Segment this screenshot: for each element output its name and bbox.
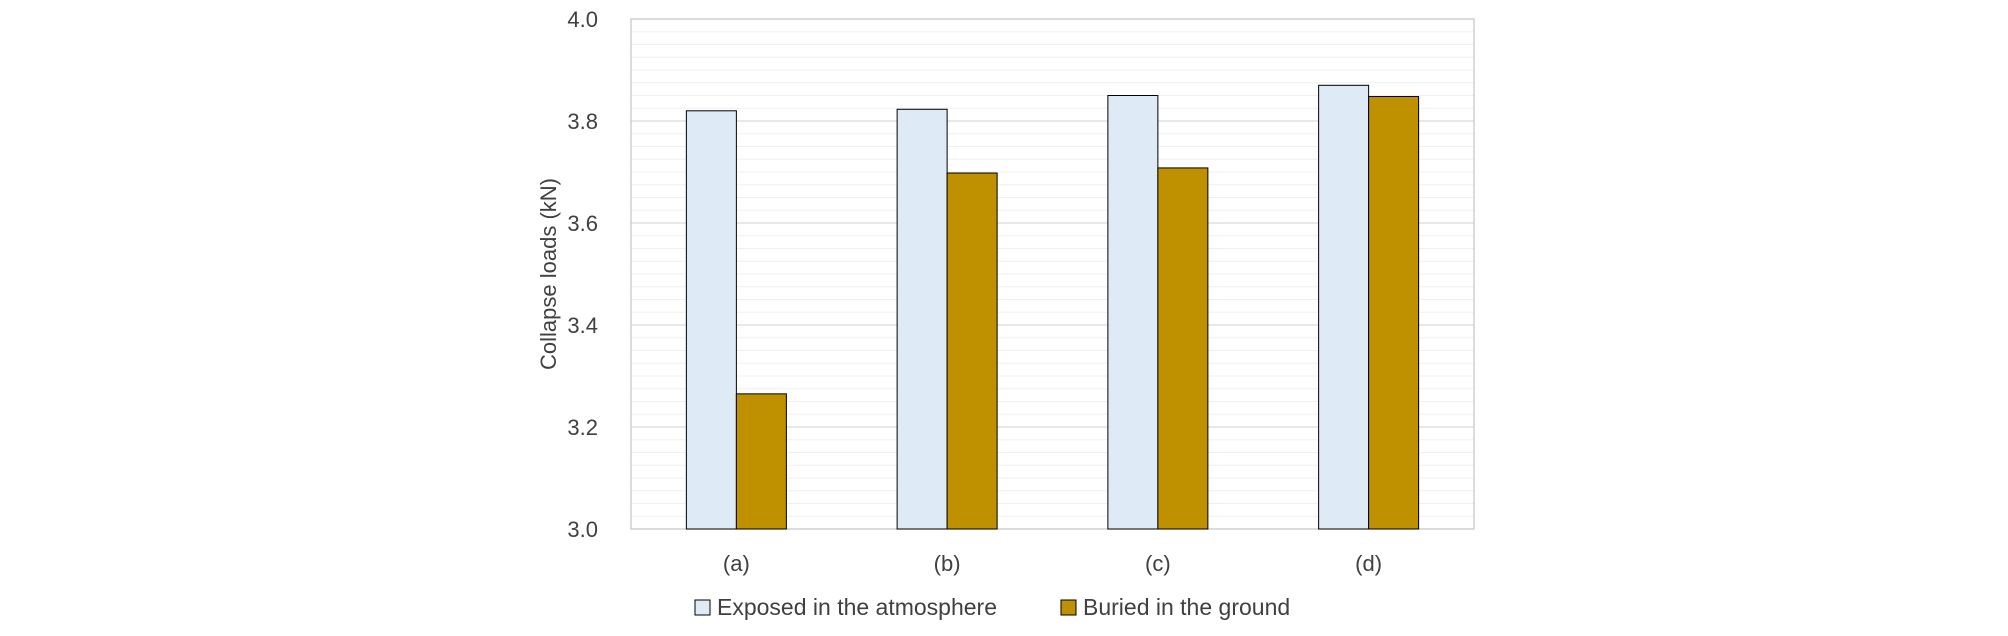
y-axis-ticks: 3.0 3.2 3.4 3.6 3.8 4.0 — [567, 7, 598, 542]
y-tick-label: 3.6 — [567, 211, 598, 236]
plot-area-border — [630, 18, 1475, 530]
bar-exposed-a — [685, 110, 737, 530]
bar-exposed-c — [1107, 95, 1159, 530]
y-axis-title: Collapse loads (kN) — [536, 178, 561, 370]
bar-buried-c — [1157, 167, 1209, 530]
x-tick-label: (a) — [723, 551, 750, 576]
y-tick-label: 3.4 — [567, 313, 598, 338]
bar-exposed-d — [1318, 84, 1370, 530]
legend-label: Buried in the ground — [1083, 594, 1290, 620]
y-tick-label: 3.0 — [567, 517, 598, 542]
x-tick-label: (b) — [934, 551, 961, 576]
legend: Exposed in the atmosphere Buried in the g… — [694, 594, 1290, 620]
bar-exposed-b — [896, 108, 948, 530]
legend-swatch — [1060, 599, 1077, 616]
legend-label: Exposed in the atmosphere — [717, 594, 997, 620]
y-tick-label: 3.8 — [567, 109, 598, 134]
y-tick-label: 3.2 — [567, 415, 598, 440]
bars — [685, 84, 1420, 530]
bar-buried-b — [946, 172, 998, 530]
x-tick-label: (d) — [1355, 551, 1382, 576]
bar-buried-a — [735, 393, 787, 530]
bar-buried-d — [1368, 96, 1420, 530]
y-tick-label: 4.0 — [567, 7, 598, 32]
legend-swatch — [694, 599, 711, 616]
x-tick-label: (c) — [1145, 551, 1171, 576]
x-axis-ticks: (a) (b) (c) (d) — [723, 551, 1382, 576]
